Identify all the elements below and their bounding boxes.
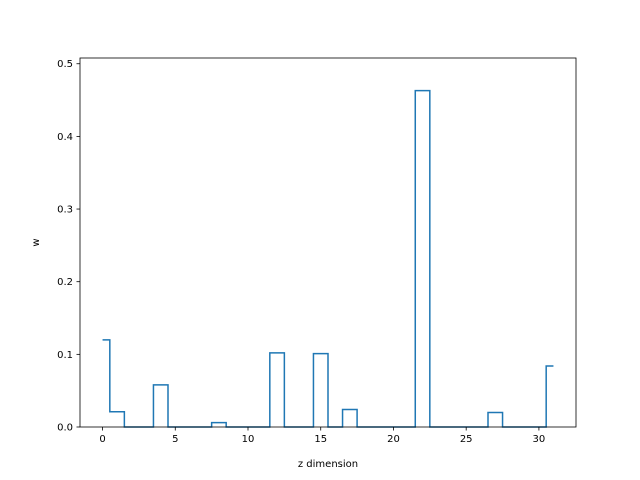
y-axis-label: w	[31, 238, 42, 246]
y-tick-label: 0.5	[57, 59, 73, 70]
y-tick-label: 0.1	[57, 350, 73, 361]
x-tick-label: 10	[242, 434, 255, 445]
y-tick-label: 0.2	[57, 277, 73, 288]
x-tick-label: 20	[387, 434, 400, 445]
y-tick-label: 0.3	[57, 205, 73, 216]
x-axis: 0 5 10 15 20 25 30	[99, 427, 545, 445]
x-tick-label: 5	[172, 434, 178, 445]
y-tick-label: 0.0	[57, 423, 73, 434]
x-tick-label: 30	[533, 434, 546, 445]
x-axis-label: z dimension	[298, 459, 358, 470]
y-axis: 0.0 0.1 0.2 0.3 0.4 0.5	[57, 59, 80, 434]
x-tick-label: 15	[314, 434, 327, 445]
plot-frame	[79, 57, 577, 428]
x-tick-label: 0	[99, 434, 105, 445]
y-tick-label: 0.4	[57, 132, 73, 143]
x-tick-label: 25	[460, 434, 473, 445]
